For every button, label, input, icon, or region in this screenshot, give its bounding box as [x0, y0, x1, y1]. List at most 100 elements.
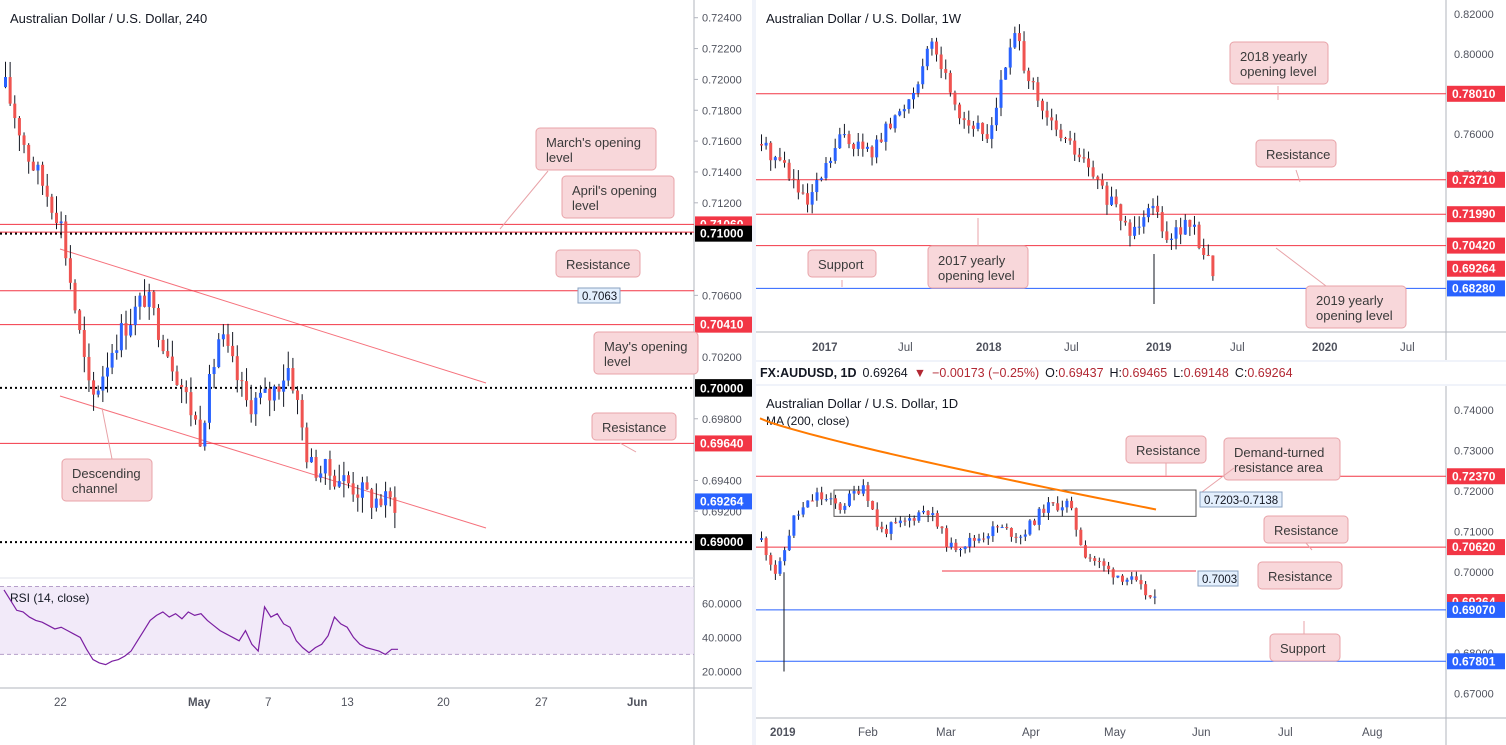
chart-daily-canvas[interactable]: Australian Dollar / U.S. Dollar, 1D MA (2…: [756, 386, 1506, 745]
candle-240-candle: [374, 498, 378, 508]
candle-weekly-candle: [981, 122, 985, 135]
candle-weekly-candle: [1068, 138, 1072, 141]
x-tick-label: 22: [54, 697, 67, 709]
candle-daily-candle: [1130, 576, 1134, 580]
candle-daily-candle: [959, 549, 962, 551]
candle-daily-candle: [1009, 527, 1013, 537]
candle-240-candle: [129, 325, 133, 336]
candle-240-candle: [156, 307, 160, 340]
candle-weekly-candle: [760, 144, 763, 146]
candle-daily-candle: [801, 507, 805, 515]
candle-weekly-candle: [796, 179, 800, 193]
candle-240-candle: [8, 77, 12, 104]
x-tick-label: Aug: [1362, 727, 1382, 739]
candle-240-candle: [221, 334, 225, 340]
price-label: 0.69640: [700, 436, 744, 450]
candle-weekly-candle: [1027, 70, 1031, 82]
candle-weekly-candle: [985, 134, 989, 139]
candle-weekly-candle: [893, 115, 897, 129]
candle-weekly-candle: [912, 92, 915, 100]
candle-weekly-candle: [1013, 33, 1017, 48]
y-tick-label: 0.74000: [1454, 405, 1494, 417]
candle-weekly-candle: [806, 193, 810, 205]
candle-weekly-candle: [999, 79, 1003, 108]
candle-weekly-candle: [1100, 179, 1104, 186]
candle-daily-candle: [982, 538, 986, 540]
price-label-box: [1447, 601, 1505, 618]
candle-240-candle: [166, 351, 170, 357]
candle-weekly-candle: [1050, 117, 1054, 121]
candle-daily-candle: [1037, 508, 1041, 525]
note-resistance-text: Resistance: [1266, 147, 1330, 162]
candle-weekly-candle: [1160, 212, 1164, 232]
price-label-box: [695, 435, 752, 452]
candle-weekly-candle: [1123, 220, 1127, 223]
candle-240-candle: [110, 352, 114, 368]
candle-240-candle: [152, 291, 156, 308]
y-tick-label: 0.71800: [702, 105, 742, 117]
candle-weekly-candle: [1174, 227, 1178, 239]
chart-panel-weekly[interactable]: Australian Dollar / U.S. Dollar, 1W 0.820…: [756, 0, 1506, 360]
note-demand-zone-text: Demand-turned: [1234, 445, 1324, 460]
candle-daily-candle: [1144, 584, 1148, 596]
ohlc-price: 0.69264: [862, 366, 908, 380]
y-tick-label: 0.80000: [1454, 49, 1494, 61]
candle-weekly-candle: [1188, 219, 1192, 227]
candle-daily-candle: [1028, 520, 1032, 535]
candle-daily-candle: [968, 537, 972, 547]
candle-weekly-candle: [1128, 222, 1132, 236]
candle-weekly-candle: [1169, 238, 1173, 240]
candle-240-candle: [356, 494, 360, 498]
candle-daily-candle: [1148, 595, 1152, 598]
candle-weekly-candle: [898, 111, 902, 116]
candle-weekly-candle: [939, 54, 943, 70]
candle-240-candle: [300, 399, 304, 428]
chart-weekly-canvas[interactable]: Australian Dollar / U.S. Dollar, 1W 0.820…: [756, 0, 1506, 360]
candle-daily-candle: [1000, 527, 1004, 529]
candle-weekly-candle: [1119, 204, 1123, 221]
candle-daily-candle: [820, 492, 824, 500]
note-2019-open-text: 2019 yearly: [1316, 293, 1384, 308]
note-demand-zone-text: resistance area: [1234, 460, 1324, 475]
candle-weekly-candle: [801, 192, 805, 194]
candle-weekly-candle: [833, 148, 837, 161]
candle-weekly-candle: [1137, 226, 1141, 228]
ohlc-legend: FX:AUDUSD, 1D 0.69264 ▼ −0.00173 (−0.25%…: [756, 362, 1506, 384]
candle-240-candle: [198, 419, 202, 447]
candle-daily-candle: [1097, 560, 1101, 562]
price-label-box: [1447, 539, 1505, 556]
note-april-open-box: [561, 175, 675, 219]
chart-panel-daily[interactable]: Australian Dollar / U.S. Dollar, 1D MA (2…: [756, 386, 1506, 745]
candle-weekly-candle: [879, 139, 883, 142]
candle-daily-candle: [894, 522, 898, 524]
candle-240-candle: [96, 390, 100, 395]
candle-weekly-candle: [783, 160, 787, 163]
note-2017-open-text: 2017 yearly: [938, 253, 1006, 268]
note-resistance-2-text: Resistance: [1274, 523, 1338, 538]
candle-240-candle: [82, 330, 86, 357]
candle-240-candle: [115, 350, 119, 353]
x-tick-label: Jun: [1192, 727, 1211, 739]
candle-weekly-candle: [1133, 226, 1137, 236]
candle-weekly-candle: [764, 142, 768, 146]
note-march-open-text: level: [546, 150, 573, 165]
candle-weekly-candle: [971, 125, 975, 129]
candle-daily-candle: [778, 561, 782, 574]
chart-240-canvas[interactable]: Australian Dollar / U.S. Dollar, 240 0.72…: [0, 0, 752, 745]
candle-weekly-candle: [1064, 137, 1067, 139]
price-label-box: [1447, 260, 1505, 277]
chart-panel-240[interactable]: Australian Dollar / U.S. Dollar, 240 0.72…: [0, 0, 752, 745]
note-resistance-3-text: Resistance: [1268, 569, 1332, 584]
price-label: 0.68280: [1452, 281, 1496, 295]
note-resistance-2-box: [591, 412, 677, 441]
candle-daily-candle: [1033, 520, 1037, 525]
price-label-box: [1447, 280, 1505, 297]
x-tick-label: 2019: [1146, 342, 1172, 354]
candle-weekly-candle: [930, 41, 934, 49]
price-label: 0.72370: [1452, 469, 1496, 483]
price-label: 0.70000: [700, 382, 744, 396]
candle-240-candle: [249, 400, 253, 415]
candle-240-candle: [347, 475, 351, 484]
candle-daily-candle: [898, 520, 902, 524]
price-label-box: [1447, 85, 1505, 102]
